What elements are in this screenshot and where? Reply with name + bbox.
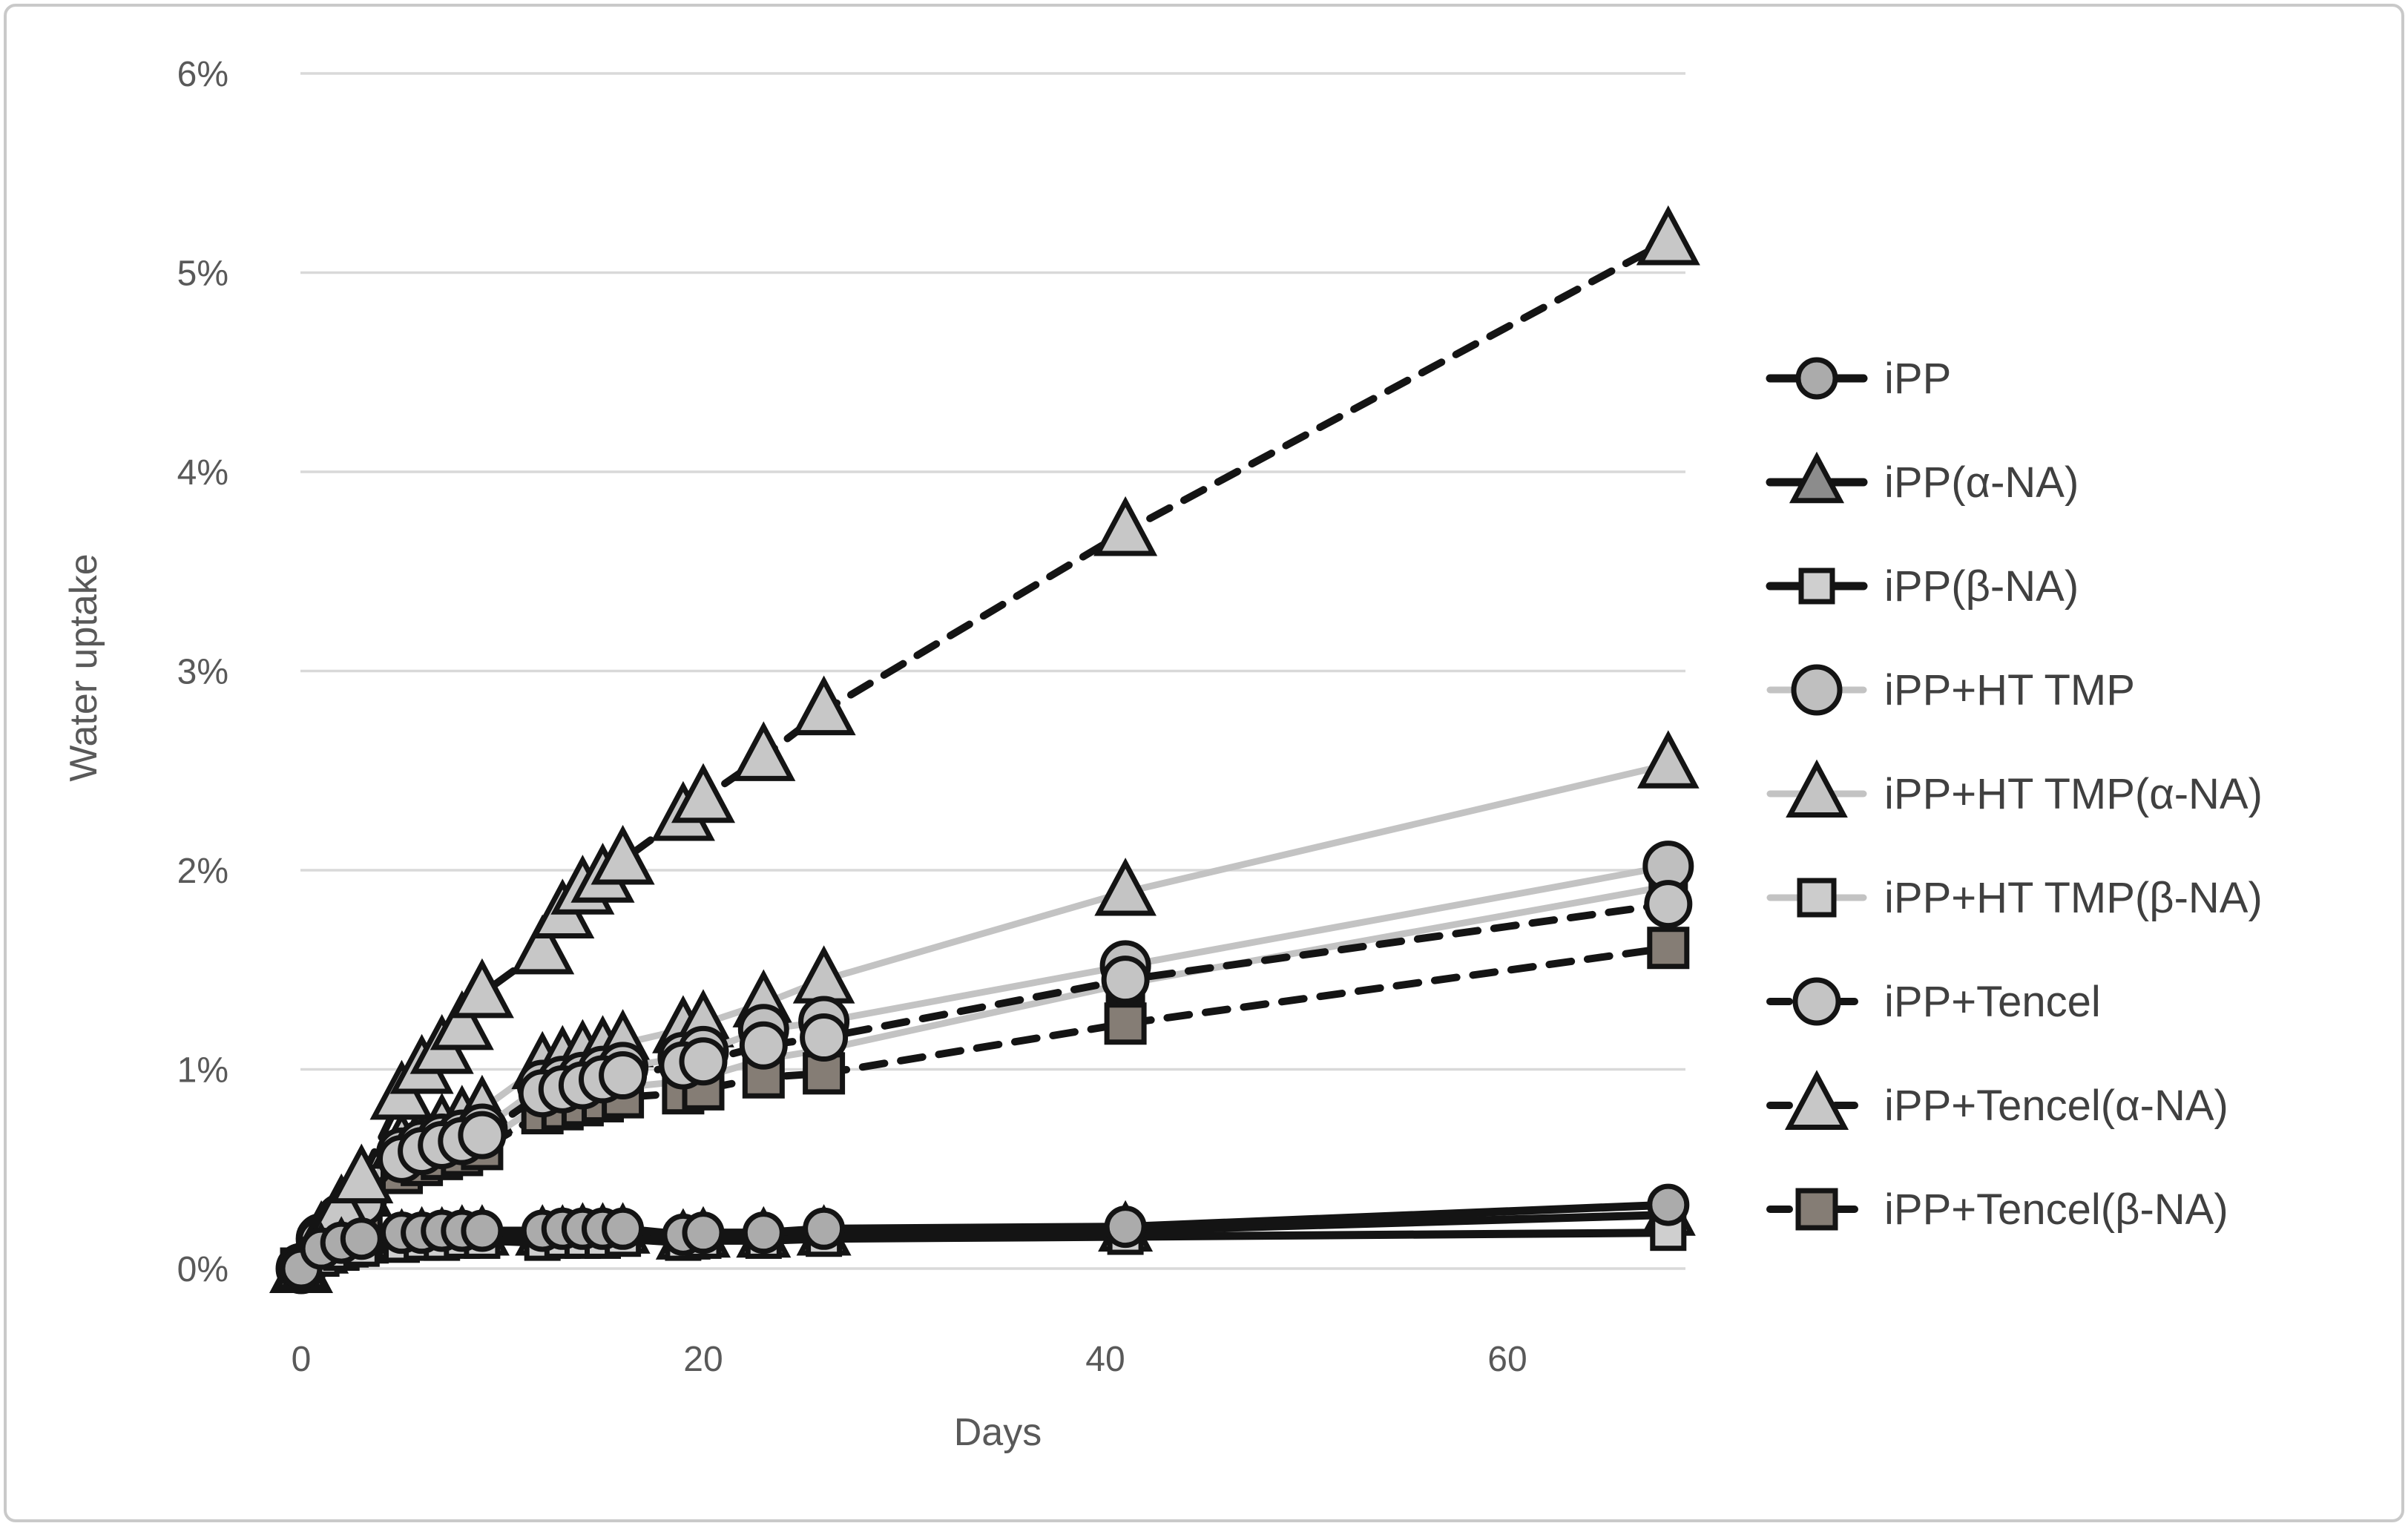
legend-iPP+Tencel(α-NA)-marker	[1784, 1070, 1849, 1130]
iPP+Tencel-marker	[739, 1021, 788, 1070]
legend-item-iPP+Tencel(α-NA): iPP+Tencel(α-NA)	[1766, 1070, 2228, 1130]
x-tick-0: 0	[292, 1340, 312, 1379]
legend-label: iPP+HT TMP(α-NA)	[1884, 770, 2263, 818]
series-iPP+Tencel(α-NA)	[269, 205, 1700, 1293]
iPP-marker	[742, 1211, 785, 1254]
legend-label: iPP+HT TMP	[1884, 666, 2135, 714]
legend-iPP+Tencel-marker	[1792, 977, 1841, 1026]
legend-label: iPP+Tencel	[1884, 978, 2101, 1026]
legend-item-iPP+Tencel: iPP+Tencel	[1766, 977, 2101, 1026]
iPP+Tencel(α-NA)-marker	[450, 958, 514, 1019]
y-axis-tick-labels: 0% 1% 2% 3% 4% 5% 6%	[177, 55, 228, 1289]
iPP+Tencel-marker	[1644, 880, 1693, 929]
y-axis-title: Water uptake	[62, 553, 105, 781]
legend-label: iPP	[1884, 355, 1951, 403]
chart-legend: iPP iPP(α-NA) iPP(β-NA) iPP+HT TMP iPP+HT TM…	[1766, 355, 2263, 1234]
iPP+Tencel-marker	[800, 1013, 849, 1062]
iPP+Tencel-marker	[599, 1051, 648, 1100]
legend-item-iPP: iPP	[1766, 355, 1951, 403]
legend-label: iPP(β-NA)	[1884, 562, 2079, 611]
iPP-marker	[602, 1207, 645, 1250]
legend-iPP+Tencel(β-NA)-marker	[1795, 1188, 1838, 1231]
figure-border	[4, 4, 2404, 1522]
iPP+Tencel(α-NA)-marker	[591, 824, 655, 885]
legend-iPP-marker	[1795, 357, 1838, 400]
y-tick-3%: 3%	[177, 653, 228, 692]
y-tick-4%: 4%	[177, 453, 228, 493]
x-tick-60: 60	[1487, 1340, 1527, 1379]
iPP+Tencel(α-NA)-marker	[731, 721, 796, 781]
y-tick-2%: 2%	[177, 852, 228, 891]
x-axis-title: Days	[954, 1411, 1042, 1454]
iPP-marker	[340, 1217, 383, 1260]
iPP+Tencel(α-NA)-marker	[510, 914, 575, 975]
legend-item-iPP(β-NA): iPP(β-NA)	[1766, 562, 2079, 611]
y-tick-0%: 0%	[177, 1250, 228, 1289]
x-axis-tick-labels: 0 20 40 60	[292, 1340, 1527, 1379]
iPP+Tencel(α-NA)-marker	[1093, 496, 1158, 556]
legend-iPP(α-NA)-marker	[1789, 451, 1845, 504]
iPP-marker	[1647, 1183, 1690, 1226]
iPP+Tencel-marker	[458, 1111, 507, 1160]
legend-iPP+HT TMP(α-NA)-marker	[1786, 759, 1848, 818]
y-tick-5%: 5%	[177, 254, 228, 294]
y-tick-6%: 6%	[177, 55, 228, 94]
legend-item-iPP(α-NA): iPP(α-NA)	[1766, 451, 2079, 507]
legend-iPP+HT TMP-marker	[1791, 664, 1843, 716]
iPP-marker	[803, 1207, 846, 1250]
y-tick-1%: 1%	[177, 1051, 228, 1091]
iPP+HT TMP(α-NA)-marker	[1636, 730, 1700, 789]
x-tick-40: 40	[1085, 1340, 1125, 1379]
iPP+Tencel(α-NA)-marker	[430, 990, 494, 1050]
iPP+Tencel(α-NA)-marker	[329, 1143, 394, 1204]
series-iPP	[280, 1183, 1690, 1290]
iPP+Tencel(α-NA)-marker	[1636, 205, 1700, 266]
iPP+Tencel(β-NA)-marker	[1104, 1002, 1147, 1045]
iPP-marker	[1104, 1206, 1147, 1249]
iPP+Tencel(α-NA)-marker	[671, 763, 736, 823]
legend-item-iPP+HT TMP: iPP+HT TMP	[1766, 664, 2135, 716]
legend-iPP(β-NA)-marker	[1798, 568, 1835, 605]
iPP+Tencel-marker	[679, 1037, 728, 1086]
iPP+Tencel-marker	[1101, 956, 1150, 1004]
legend-label: iPP+Tencel(α-NA)	[1884, 1082, 2228, 1130]
legend-label: iPP+HT TMP(β-NA)	[1884, 874, 2263, 922]
legend-label: iPP+Tencel(β-NA)	[1884, 1185, 2228, 1234]
iPP-marker	[682, 1211, 725, 1254]
legend-iPP+HT TMP(β-NA)-marker	[1797, 878, 1837, 918]
legend-item-iPP+HT TMP(α-NA): iPP+HT TMP(α-NA)	[1766, 759, 2263, 818]
iPP+Tencel(β-NA)-marker	[1647, 927, 1690, 970]
series-layer	[269, 205, 1700, 1295]
legend-item-iPP+Tencel(β-NA): iPP+Tencel(β-NA)	[1766, 1185, 2228, 1234]
legend-item-iPP+HT TMP(β-NA): iPP+HT TMP(β-NA)	[1766, 874, 2263, 922]
iPP+Tencel(α-NA)-marker	[792, 675, 856, 736]
x-tick-20: 20	[683, 1340, 723, 1379]
iPP-marker	[461, 1209, 504, 1252]
legend-label: iPP(α-NA)	[1884, 458, 2079, 507]
iPP+HT TMP(α-NA)-marker	[1094, 858, 1157, 916]
